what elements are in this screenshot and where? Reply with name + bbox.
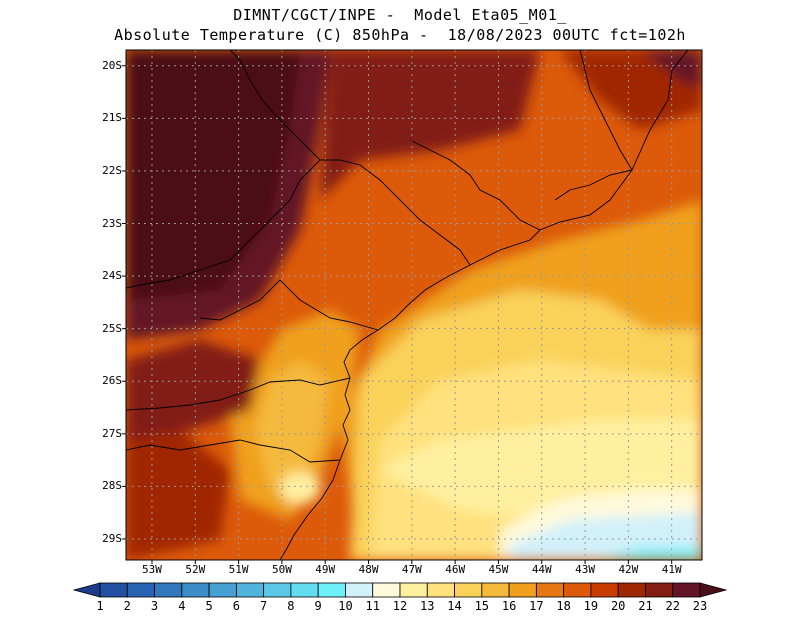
- colorbar-swatch: [590, 582, 619, 598]
- colorbar-swatch: [263, 582, 292, 598]
- colorbar-swatch: [345, 582, 374, 598]
- colorbar-swatch: [617, 582, 646, 598]
- colorbar-swatch: [535, 582, 565, 598]
- colorbar-label: 17: [529, 599, 544, 613]
- colorbar-swatch: [481, 582, 510, 598]
- lat-label: 23S: [102, 216, 122, 230]
- colorbar-label: 10: [338, 599, 353, 613]
- lon-label: 51W: [228, 563, 249, 576]
- colorbar-swatch: [181, 582, 210, 598]
- lat-label: 20S: [102, 58, 122, 72]
- lat-label: 25S: [102, 321, 122, 335]
- state-border-sp-pr: [199, 279, 379, 331]
- colorbar-label: 4: [178, 599, 186, 613]
- colorbar-swatch: [290, 582, 319, 598]
- state-border-mg-go: [229, 50, 321, 161]
- colorbar-label: 20: [610, 599, 626, 613]
- coastline: [279, 50, 689, 560]
- colorbar-swatch: [563, 582, 592, 598]
- colorbar-label: 16: [501, 599, 517, 613]
- colorbar-swatch: [399, 582, 428, 598]
- state-border-rj-es: [554, 169, 633, 201]
- lat-label: 27S: [102, 426, 122, 440]
- lon-label: 41W: [661, 563, 682, 576]
- latitude-ticks: [122, 65, 126, 540]
- colorbar-label: 7: [260, 599, 268, 613]
- colorbar-label: 8: [287, 599, 295, 613]
- lat-label: 24S: [102, 269, 122, 283]
- lat-label: 21S: [102, 111, 122, 125]
- colorbar-swatch: [372, 582, 401, 598]
- state-border-mg-rj: [409, 139, 541, 231]
- field-16-land: [255, 360, 330, 500]
- state-border-sc-rs: [126, 439, 341, 463]
- colorbar-swatch: [508, 582, 537, 598]
- lon-label: 50W: [271, 563, 292, 576]
- coastline-and-borders: [126, 50, 689, 560]
- longitude-ticks: [151, 560, 673, 564]
- field-13-land: [280, 472, 320, 504]
- chart-title-line-2: Absolute Temperature (C) 850hPa - 18/08/…: [114, 26, 686, 44]
- state-border-sp-mg: [299, 159, 471, 266]
- lon-label: 42W: [618, 563, 639, 576]
- map-frame: [125, 49, 703, 561]
- colorbar-label: 9: [314, 599, 322, 613]
- colorbar: [72, 582, 728, 598]
- graticule: [126, 50, 702, 560]
- colorbar-label: 12: [392, 599, 408, 613]
- colorbar-extend-low: [72, 582, 101, 598]
- field-21: [320, 50, 540, 200]
- colorbar-swatch: [454, 582, 483, 598]
- lon-label: 43W: [575, 563, 595, 576]
- colorbar-label: 22: [665, 599, 680, 613]
- lon-label: 52W: [185, 563, 206, 576]
- colorbar-swatch: [154, 582, 183, 598]
- lon-label: 47W: [401, 563, 422, 576]
- colorbar-extend-high: [699, 582, 728, 598]
- colorbar-label: 19: [583, 599, 599, 613]
- lon-label: 49W: [315, 563, 336, 576]
- colorbar-label: 1: [96, 599, 104, 613]
- lon-label: 45W: [488, 563, 509, 576]
- lon-label: 44W: [531, 563, 552, 576]
- lat-label: 29S: [102, 531, 122, 545]
- colorbar-label: 18: [556, 599, 571, 613]
- colorbar-swatch: [126, 582, 155, 598]
- colorbar-swatch: [426, 582, 455, 598]
- state-border-ms: [126, 179, 301, 289]
- colorbar-label: 13: [420, 599, 435, 613]
- colorbar-label: 6: [232, 599, 240, 613]
- temperature-field: [126, 50, 702, 560]
- colorbar-label: 14: [447, 599, 462, 613]
- colorbar-swatch: [208, 582, 237, 598]
- colorbar-label: 3: [150, 599, 159, 613]
- colorbar-swatch: [645, 582, 674, 598]
- lat-label: 28S: [102, 479, 122, 493]
- chart-title-line-1: DIMNT/CGCT/INPE - Model Eta05_M01_: [233, 6, 567, 24]
- colorbar-swatch: [317, 582, 346, 598]
- field-20-sw: [126, 430, 230, 560]
- lat-label: 22S: [102, 163, 122, 177]
- colorbar-label: 23: [692, 599, 708, 613]
- field-23: [126, 50, 300, 300]
- field-21-sw: [126, 340, 260, 440]
- lat-label: 26S: [102, 374, 122, 388]
- lon-label: 53W: [142, 563, 162, 576]
- colorbar-label: 5: [205, 599, 213, 613]
- colorbar-swatch: [235, 582, 265, 598]
- colorbar-swatch: [99, 582, 128, 598]
- field-22-ne: [640, 50, 702, 90]
- colorbar-label: 11: [365, 599, 380, 613]
- colorbar-label: 15: [474, 599, 490, 613]
- colorbar-label: 2: [123, 599, 131, 613]
- field-10: [600, 548, 702, 560]
- state-border-pr-sc: [126, 377, 351, 411]
- lon-label: 48W: [358, 563, 379, 576]
- lon-label: 46W: [445, 563, 466, 576]
- state-border-mg-es: [579, 50, 633, 171]
- colorbar-label: 21: [638, 599, 653, 613]
- colorbar-swatch: [672, 582, 701, 598]
- field-20-ne: [560, 50, 702, 130]
